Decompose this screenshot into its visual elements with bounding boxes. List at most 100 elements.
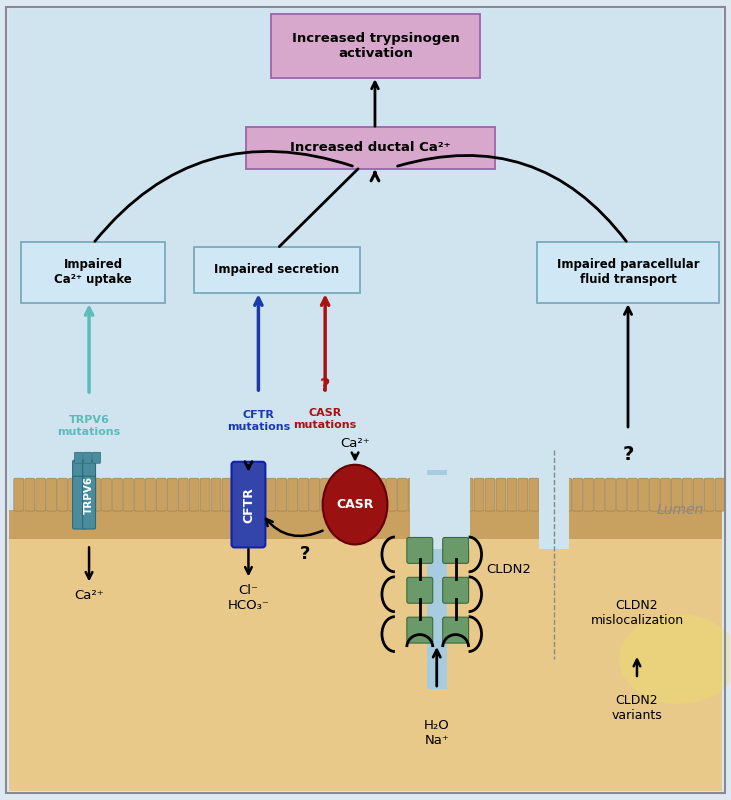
Bar xyxy=(427,470,447,689)
FancyBboxPatch shape xyxy=(407,617,433,643)
FancyBboxPatch shape xyxy=(409,478,418,511)
FancyBboxPatch shape xyxy=(47,478,57,511)
FancyBboxPatch shape xyxy=(266,478,276,511)
FancyBboxPatch shape xyxy=(246,127,494,169)
FancyBboxPatch shape xyxy=(594,478,605,511)
Text: Ca²⁺: Ca²⁺ xyxy=(340,437,370,450)
FancyBboxPatch shape xyxy=(605,478,616,511)
Text: Increased ductal Ca²⁺: Increased ductal Ca²⁺ xyxy=(290,142,451,154)
FancyBboxPatch shape xyxy=(321,478,330,511)
FancyBboxPatch shape xyxy=(156,478,166,511)
FancyBboxPatch shape xyxy=(420,478,429,511)
Bar xyxy=(10,519,721,790)
FancyBboxPatch shape xyxy=(75,452,83,463)
Text: Ca²⁺: Ca²⁺ xyxy=(75,590,104,602)
FancyBboxPatch shape xyxy=(671,478,681,511)
FancyBboxPatch shape xyxy=(93,452,100,463)
FancyBboxPatch shape xyxy=(80,478,90,511)
FancyBboxPatch shape xyxy=(14,478,24,511)
FancyBboxPatch shape xyxy=(21,242,164,303)
Bar xyxy=(10,10,721,527)
Text: Cl⁻
HCO₃⁻: Cl⁻ HCO₃⁻ xyxy=(227,584,270,612)
FancyBboxPatch shape xyxy=(233,478,243,511)
Text: Lumen: Lumen xyxy=(656,502,704,517)
FancyBboxPatch shape xyxy=(222,478,232,511)
Text: CLDN2: CLDN2 xyxy=(487,563,531,576)
FancyBboxPatch shape xyxy=(561,478,572,511)
FancyBboxPatch shape xyxy=(376,478,385,511)
FancyBboxPatch shape xyxy=(539,478,550,511)
Text: ?: ? xyxy=(300,546,311,563)
FancyBboxPatch shape xyxy=(178,478,188,511)
Bar xyxy=(539,474,569,550)
FancyBboxPatch shape xyxy=(365,478,374,511)
FancyBboxPatch shape xyxy=(145,478,155,511)
FancyBboxPatch shape xyxy=(443,617,469,643)
FancyBboxPatch shape xyxy=(407,538,433,563)
FancyBboxPatch shape xyxy=(627,478,637,511)
FancyBboxPatch shape xyxy=(232,462,265,547)
FancyBboxPatch shape xyxy=(167,478,177,511)
FancyBboxPatch shape xyxy=(72,460,86,513)
FancyBboxPatch shape xyxy=(211,478,221,511)
FancyBboxPatch shape xyxy=(583,478,594,511)
Text: H₂O
Na⁺: H₂O Na⁺ xyxy=(424,718,450,746)
FancyBboxPatch shape xyxy=(496,478,506,511)
FancyBboxPatch shape xyxy=(463,478,473,511)
FancyBboxPatch shape xyxy=(616,478,626,511)
FancyBboxPatch shape xyxy=(36,478,46,511)
Text: CLDN2
variants: CLDN2 variants xyxy=(612,694,662,722)
FancyBboxPatch shape xyxy=(537,242,719,303)
FancyBboxPatch shape xyxy=(693,478,703,511)
FancyBboxPatch shape xyxy=(715,478,725,511)
FancyBboxPatch shape xyxy=(442,478,451,511)
FancyBboxPatch shape xyxy=(431,478,440,511)
FancyBboxPatch shape xyxy=(83,476,96,529)
FancyBboxPatch shape xyxy=(194,246,360,294)
FancyBboxPatch shape xyxy=(310,478,319,511)
FancyBboxPatch shape xyxy=(704,478,714,511)
Text: Impaired paracellular
fluid transport: Impaired paracellular fluid transport xyxy=(557,258,700,286)
Ellipse shape xyxy=(322,465,387,545)
FancyBboxPatch shape xyxy=(507,478,517,511)
FancyBboxPatch shape xyxy=(443,578,469,603)
Text: CFTR: CFTR xyxy=(242,486,255,522)
FancyBboxPatch shape xyxy=(682,478,692,511)
FancyBboxPatch shape xyxy=(189,478,199,511)
Text: ?: ? xyxy=(622,445,634,464)
FancyBboxPatch shape xyxy=(518,478,528,511)
FancyBboxPatch shape xyxy=(255,478,265,511)
FancyBboxPatch shape xyxy=(124,478,133,511)
Text: Impaired secretion: Impaired secretion xyxy=(214,263,339,277)
Text: CFTR
mutations: CFTR mutations xyxy=(227,410,290,431)
FancyBboxPatch shape xyxy=(529,478,539,511)
FancyBboxPatch shape xyxy=(452,478,462,511)
Text: ?: ? xyxy=(320,377,330,395)
FancyBboxPatch shape xyxy=(550,478,561,511)
FancyBboxPatch shape xyxy=(244,478,254,511)
FancyBboxPatch shape xyxy=(113,478,122,511)
FancyBboxPatch shape xyxy=(649,478,659,511)
Bar xyxy=(10,510,721,539)
FancyBboxPatch shape xyxy=(25,478,35,511)
FancyBboxPatch shape xyxy=(271,14,480,78)
Text: CASR
mutations: CASR mutations xyxy=(294,408,357,430)
FancyBboxPatch shape xyxy=(200,478,210,511)
FancyBboxPatch shape xyxy=(288,478,298,511)
FancyBboxPatch shape xyxy=(485,478,495,511)
FancyBboxPatch shape xyxy=(398,478,407,511)
FancyBboxPatch shape xyxy=(102,478,111,511)
FancyBboxPatch shape xyxy=(443,538,469,563)
FancyBboxPatch shape xyxy=(332,478,341,511)
FancyBboxPatch shape xyxy=(69,478,79,511)
FancyBboxPatch shape xyxy=(277,478,287,511)
Text: TRPV6: TRPV6 xyxy=(84,475,94,514)
FancyBboxPatch shape xyxy=(660,478,670,511)
FancyBboxPatch shape xyxy=(72,476,86,529)
Bar xyxy=(410,474,469,550)
Ellipse shape xyxy=(619,614,731,704)
FancyBboxPatch shape xyxy=(638,478,648,511)
Text: CLDN2
mislocalization: CLDN2 mislocalization xyxy=(591,599,683,627)
FancyBboxPatch shape xyxy=(83,452,91,463)
FancyBboxPatch shape xyxy=(91,478,100,511)
